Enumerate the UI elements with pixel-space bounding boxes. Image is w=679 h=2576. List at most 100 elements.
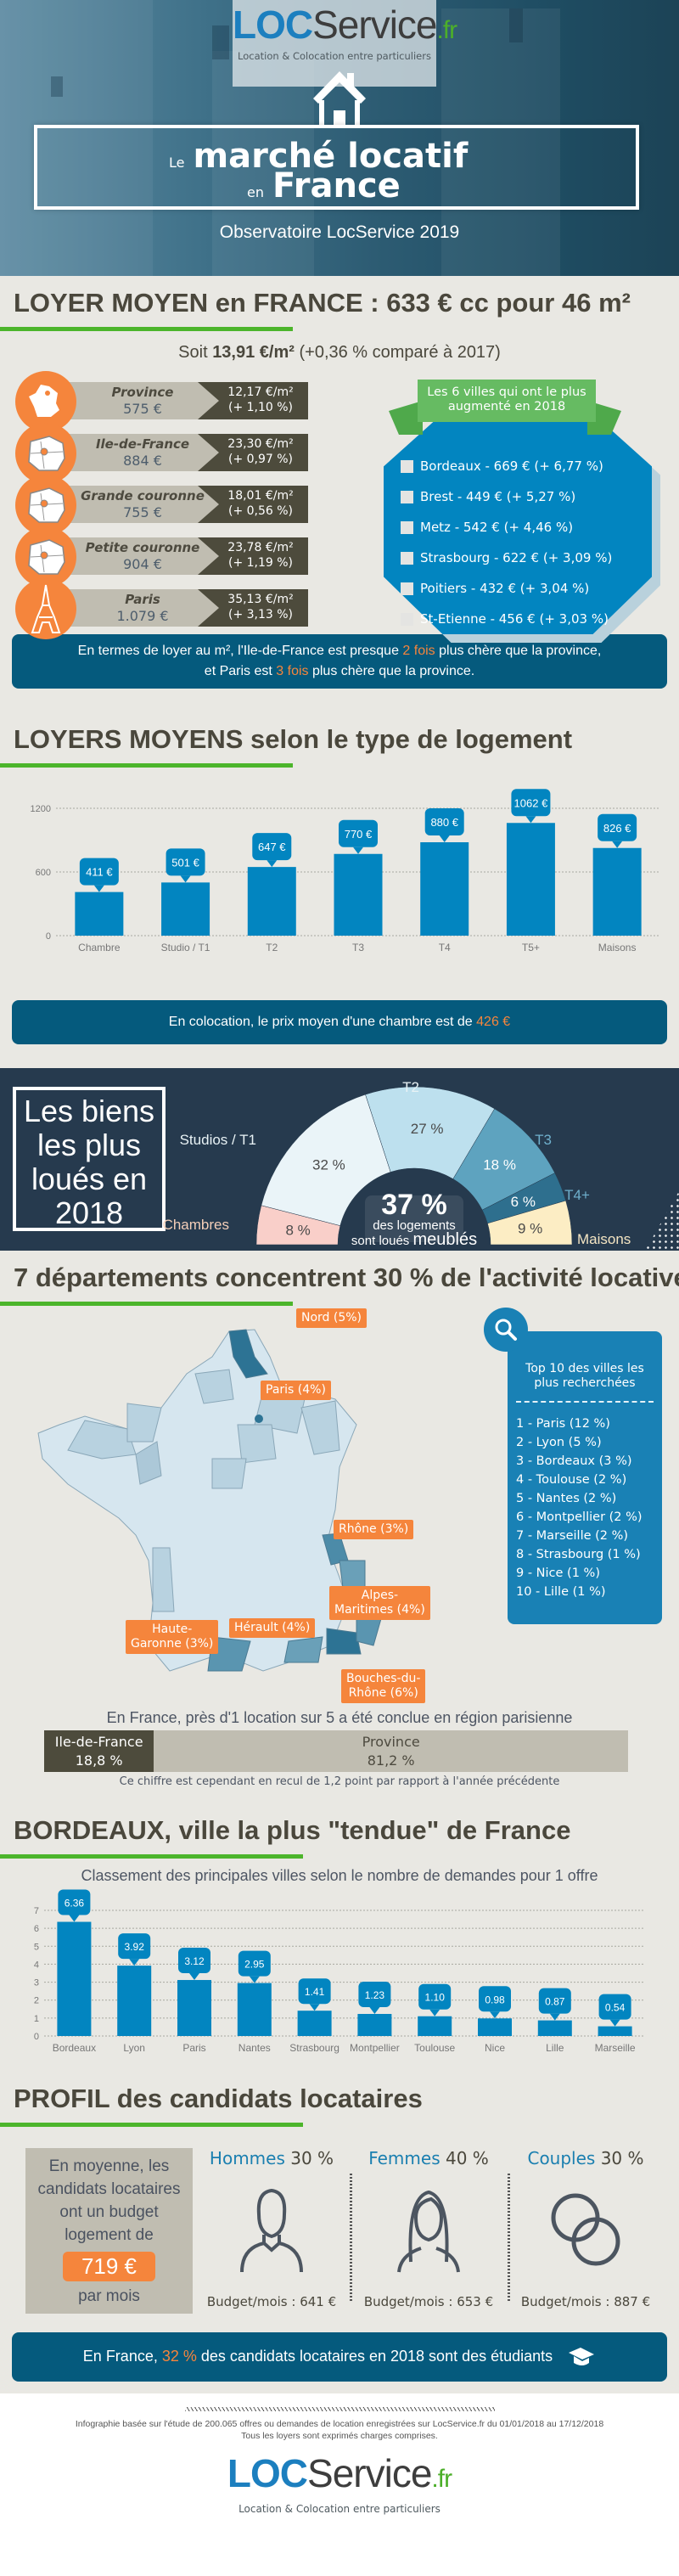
map-tag-nord: Nord (5%) xyxy=(296,1308,368,1328)
slice-value-label: 6 % xyxy=(511,1194,536,1210)
y-tick-label: 4 xyxy=(34,1960,39,1970)
x-tick-label: Maisons xyxy=(598,942,637,953)
average-budget-value: 719 € xyxy=(62,2252,156,2281)
bar-chart-rent-type: 0 600 1200 411 € Chambre 501 € Studio / T1 647 … xyxy=(31,789,660,953)
x-tick-label: Studio / T1 xyxy=(161,942,210,953)
value-callout xyxy=(479,1986,511,2012)
top10-item: 2 - Lyon (5 %) xyxy=(516,1436,602,1449)
map-tag-herault: Hérault (4%) xyxy=(229,1618,316,1638)
rings-icon xyxy=(513,2180,658,2274)
map-tag-alpes-maritimes: Alpes- Maritimes (4%) xyxy=(329,1586,430,1620)
info-banner-coloc: En colocation, le prix moyen d'une chamb… xyxy=(12,1000,667,1044)
checkbox-square-icon xyxy=(401,459,413,473)
city-increase-list: Bordeaux - 669 € (+ 6,77 %) Brest - 449 €… xyxy=(401,451,612,634)
value-callout xyxy=(298,1978,331,2005)
y-tick-label: 7 xyxy=(34,1906,39,1916)
france-map-area: Nord (5%) Paris (4%) Rhône (3%) Alpes- Ma… xyxy=(0,1306,679,1705)
woman-icon xyxy=(356,2180,501,2274)
data-label: 0.54 xyxy=(605,2002,626,2014)
region-row: Paris 1.079 €35,13 €/m² (+ 3,13 %) xyxy=(15,578,312,639)
data-label: 3.12 xyxy=(184,1955,205,1967)
profile-couples: Couples 30 % Budget/mois : 887 € xyxy=(513,2148,658,2309)
section-profil: PROFIL des candidats locataires En moyen… xyxy=(0,2072,679,2382)
checkbox-square-icon xyxy=(401,490,413,503)
region-label: Grande couronne 755 € xyxy=(66,486,219,523)
search-icon xyxy=(484,1308,528,1352)
slice-value-label: 9 % xyxy=(518,1221,542,1237)
city-increase-item: Bordeaux - 669 € (+ 6,77 %) xyxy=(401,451,612,481)
value-callout xyxy=(511,789,551,817)
x-tick-label: Nice xyxy=(485,2042,505,2054)
x-tick-label: Paris xyxy=(182,2042,205,2054)
x-tick-label: Marseille xyxy=(595,2042,636,2054)
x-tick-label: Chambre xyxy=(78,942,121,953)
top10-item: 9 - Nice (1 %) xyxy=(516,1566,600,1580)
idf-title: En France, près d'1 location sur 5 a été… xyxy=(106,1709,573,1726)
idf-map-icon xyxy=(15,526,76,588)
top10-item: 8 - Strasbourg (1 %) xyxy=(516,1548,641,1561)
data-label: 1062 € xyxy=(514,796,549,809)
profile-heading: Femmes 40 % xyxy=(368,2148,489,2168)
graduation-cap-icon xyxy=(569,2348,595,2366)
chart-rent-by-type: 0 600 1200 411 € Chambre 501 € Studio / T1 647 … xyxy=(0,776,679,988)
y-tick-label: 1200 xyxy=(31,804,51,814)
top10-cities-panel: Top 10 des villes les plus recherchées 1… xyxy=(484,1308,662,1624)
info-banner-ratio: En termes de loyer au m², l'Ile-de-Franc… xyxy=(12,634,667,689)
value-callout xyxy=(598,813,637,841)
x-tick-label: Strasbourg xyxy=(289,2042,340,2054)
slice-category-label: Studios / T1 xyxy=(180,1132,256,1148)
slice-value-label: 27 % xyxy=(411,1121,444,1137)
footer-logo[interactable]: LOCService.fr xyxy=(227,2451,452,2496)
callout-pointer xyxy=(189,1973,199,1981)
callout-pointer xyxy=(129,1959,140,1966)
header-logo[interactable]: LOCService.fr Location & Colocation entr… xyxy=(233,0,457,87)
slice-category-label: T4+ xyxy=(564,1187,590,1203)
callout-pointer xyxy=(525,816,536,824)
furnished-percent: 37 % xyxy=(381,1189,447,1221)
checkbox-square-icon xyxy=(401,612,413,626)
y-tick-label: 6 xyxy=(34,1924,39,1934)
price-per-m2: Soit 13,91 €/m² (+0,36 % comparé à 2017) xyxy=(178,343,501,362)
regions-area: Province 575 €12,17 €/m² (+ 1,10 %) Ile-de-… xyxy=(0,363,679,643)
bar xyxy=(75,891,124,936)
footer-divider xyxy=(184,2407,495,2412)
slice-category-label: T2 xyxy=(402,1079,419,1095)
heading-underline xyxy=(0,763,293,768)
region-row: Province 575 €12,17 €/m² (+ 1,10 %) xyxy=(15,371,312,432)
y-tick-label: 2 xyxy=(34,1996,39,2006)
data-label: 3.92 xyxy=(125,1941,145,1953)
region-rent: 904 € xyxy=(123,556,162,572)
callout-pointer xyxy=(93,885,104,892)
footer: Infographie basée sur l'étude de 200.065… xyxy=(0,2393,679,2576)
top10-list: 1 - Paris (12 %) 2 - Lyon (5 %) 3 - Bordea… xyxy=(516,1415,654,1601)
region-row: Petite couronne 904 €23,78 €/m² (+ 1,19 %) xyxy=(15,526,312,588)
page-title-line-1: Le marché locatif xyxy=(169,137,469,176)
chart-subtitle: Classement des principales villes selon … xyxy=(81,1867,598,1884)
top10-item: 7 - Marseille (2 %) xyxy=(516,1529,629,1543)
house-icon xyxy=(313,71,366,127)
section-loyer-moyen: LOYER MOYEN en FRANCE : 633 € cc pour 46… xyxy=(0,276,679,689)
value-callout xyxy=(178,1948,210,1974)
bar xyxy=(177,1980,211,2036)
biens-title-box: Les biens les plus loués en 2018 xyxy=(13,1087,166,1231)
region-name: Grande couronne xyxy=(81,488,205,503)
dashed-divider xyxy=(350,2174,352,2301)
map-tag-haute-garonne: Haute- Garonne (3%) xyxy=(126,1620,219,1654)
bar xyxy=(537,2020,572,2036)
y-tick-label: 3 xyxy=(34,1978,39,1988)
region-label: Province 575 € xyxy=(66,382,219,419)
city-increase-item: Brest - 449 € (+ 5,27 %) xyxy=(401,481,612,512)
average-budget-box: En moyenne, les candidats locataires ont… xyxy=(25,2148,193,2314)
idf-note: Ce chiffre est cependant en recul de 1,2… xyxy=(119,1775,560,1788)
city-increase-item: Strasbourg - 622 € (+ 3,09 %) xyxy=(401,543,612,573)
callout-pointer xyxy=(612,841,623,848)
section-heading-profil: PROFIL des candidats locataires xyxy=(14,2084,423,2113)
section-bordeaux: BORDEAUX, ville la plus "tendue" de Fran… xyxy=(0,1803,679,2055)
slice-category-label: Chambres xyxy=(163,1217,229,1233)
ribbon-title: Les 6 villes qui ont le plus augmenté en… xyxy=(418,380,596,422)
x-tick-label: T2 xyxy=(266,942,278,953)
callout-pointer xyxy=(439,835,450,842)
value-callout xyxy=(598,1994,631,2020)
slice-value-label: 32 % xyxy=(312,1157,345,1173)
region-rent: 575 € xyxy=(123,401,162,417)
